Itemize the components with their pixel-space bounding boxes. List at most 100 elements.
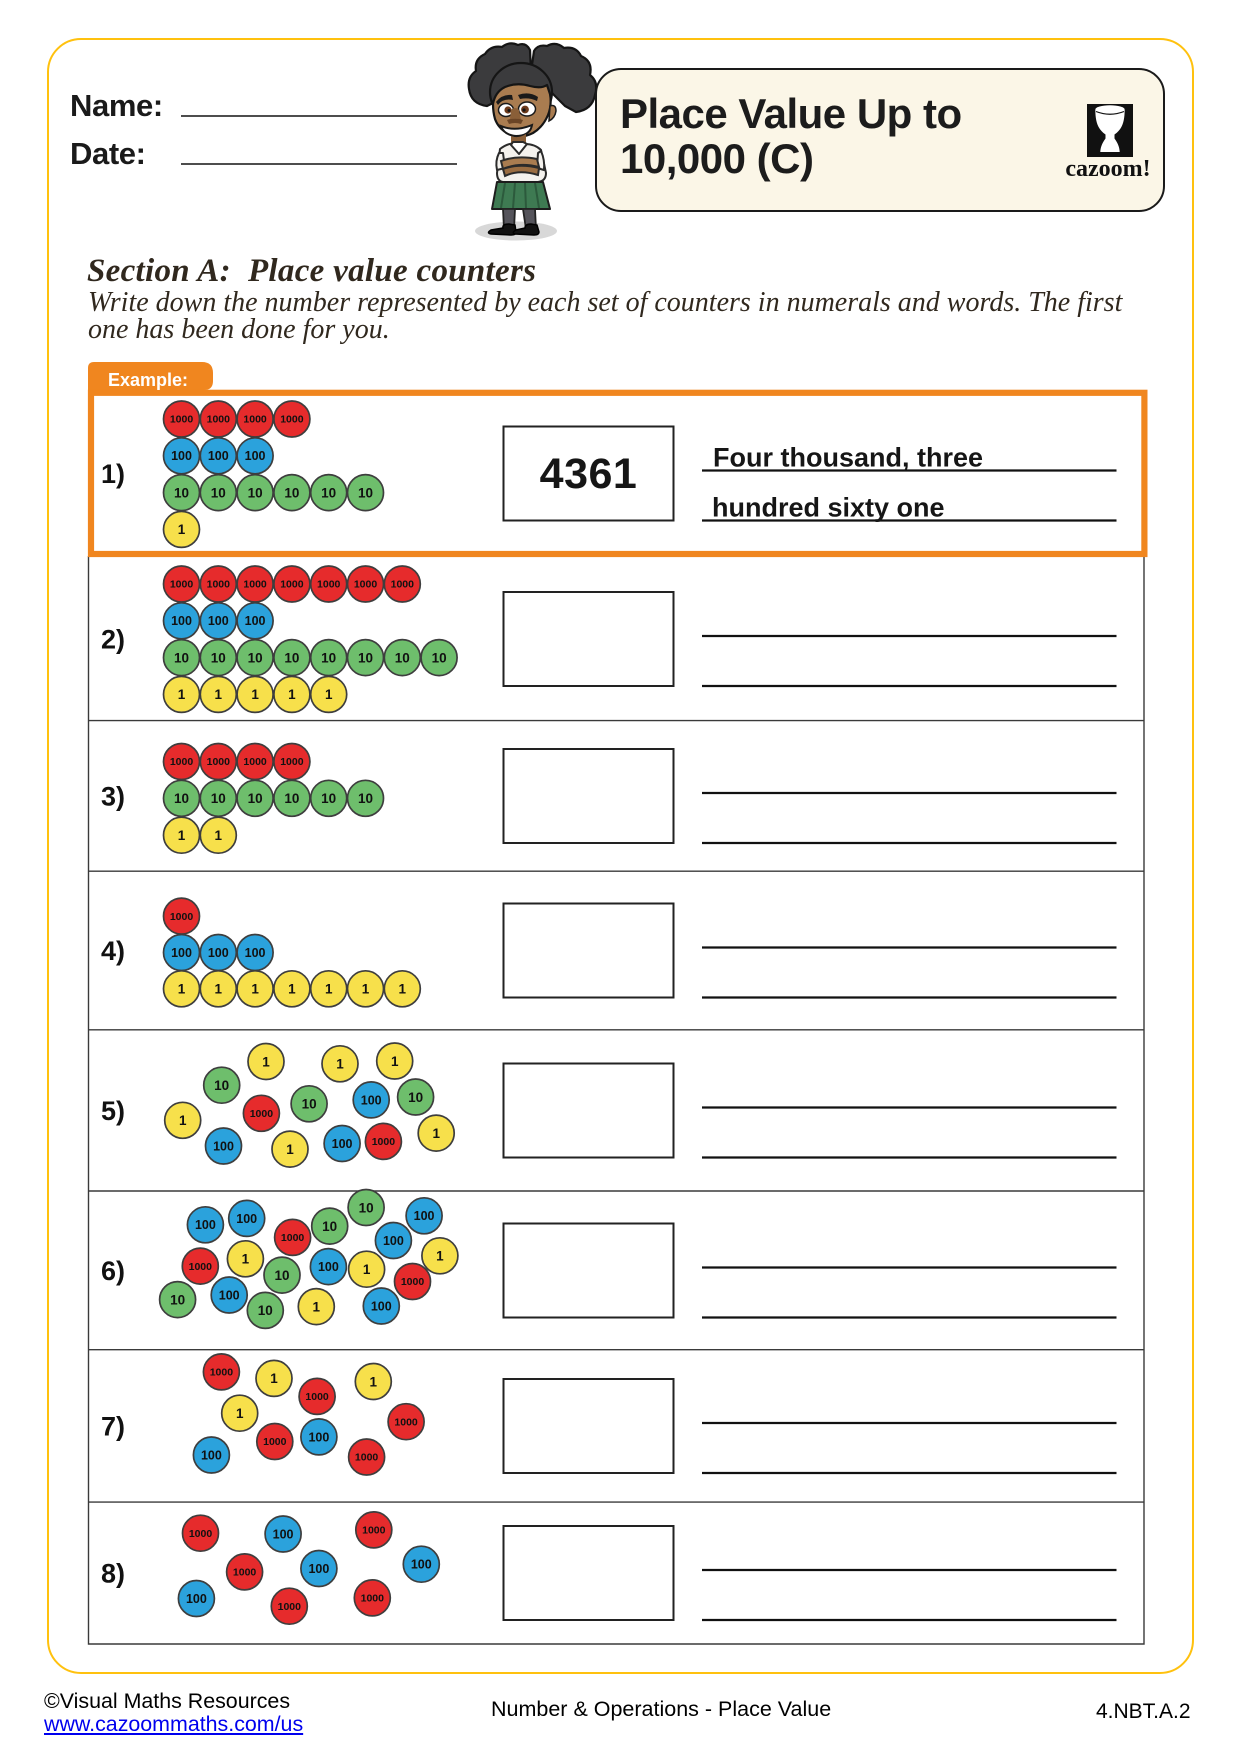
svg-text:100: 100 (201, 1448, 222, 1462)
svg-text:10: 10 (321, 485, 336, 500)
svg-text:1000: 1000 (170, 756, 194, 768)
svg-text:1000: 1000 (278, 1601, 302, 1613)
svg-text:10: 10 (214, 1078, 229, 1093)
svg-text:1: 1 (178, 828, 186, 843)
svg-text:10: 10 (408, 1090, 423, 1105)
svg-text:2): 2) (101, 625, 125, 655)
svg-text:100: 100 (186, 1592, 207, 1606)
svg-text:1000: 1000 (243, 579, 267, 591)
svg-text:10: 10 (432, 650, 447, 665)
svg-text:10: 10 (395, 650, 410, 665)
svg-text:1: 1 (178, 982, 186, 997)
svg-text:1: 1 (325, 982, 333, 997)
svg-text:10: 10 (284, 650, 299, 665)
svg-text:1: 1 (286, 1142, 294, 1157)
svg-text:1: 1 (242, 1252, 250, 1267)
svg-text:100: 100 (245, 614, 266, 628)
svg-text:1000: 1000 (243, 756, 267, 768)
svg-text:1: 1 (325, 687, 333, 702)
svg-text:100: 100 (219, 1288, 240, 1302)
svg-text:1: 1 (179, 1113, 187, 1128)
svg-text:100: 100 (236, 1212, 257, 1226)
svg-text:1000: 1000 (281, 1232, 305, 1244)
svg-text:Example:: Example: (108, 370, 188, 390)
svg-text:10: 10 (359, 1200, 374, 1215)
svg-text:1000: 1000 (170, 579, 194, 591)
svg-text:1000: 1000 (305, 1391, 329, 1403)
svg-text:1: 1 (251, 687, 259, 702)
svg-text:1000: 1000 (170, 911, 194, 923)
svg-text:10: 10 (321, 650, 336, 665)
svg-text:1000: 1000 (355, 1452, 379, 1464)
svg-text:1: 1 (288, 982, 296, 997)
svg-text:6): 6) (101, 1256, 125, 1286)
svg-text:1000: 1000 (207, 756, 231, 768)
svg-text:100: 100 (308, 1562, 329, 1576)
svg-text:1000: 1000 (280, 579, 304, 591)
svg-text:1: 1 (432, 1126, 440, 1141)
svg-text:Four thousand, three: Four thousand, three (713, 443, 983, 473)
svg-text:1000: 1000 (391, 579, 415, 591)
svg-text:100: 100 (171, 946, 192, 960)
svg-text:3): 3) (101, 782, 125, 812)
svg-text:1: 1 (436, 1249, 444, 1264)
svg-text:1000: 1000 (210, 1367, 234, 1379)
svg-text:1000: 1000 (207, 414, 231, 426)
svg-text:100: 100 (245, 449, 266, 463)
svg-text:100: 100 (332, 1137, 353, 1151)
svg-text:100: 100 (195, 1218, 216, 1232)
svg-text:100: 100 (213, 1139, 234, 1153)
svg-text:4): 4) (101, 936, 125, 966)
svg-text:cazoom!: cazoom! (1065, 156, 1150, 180)
svg-text:1000: 1000 (280, 414, 304, 426)
svg-text:1000: 1000 (372, 1136, 396, 1148)
svg-text:10: 10 (358, 650, 373, 665)
svg-text:1: 1 (288, 687, 296, 702)
svg-text:1: 1 (236, 1406, 244, 1421)
svg-text:100: 100 (361, 1093, 382, 1107)
svg-text:1000: 1000 (362, 1525, 386, 1537)
svg-text:100: 100 (414, 1209, 435, 1223)
svg-text:10: 10 (358, 791, 373, 806)
svg-text:10: 10 (211, 650, 226, 665)
svg-text:10: 10 (258, 1303, 273, 1318)
svg-text:10: 10 (211, 485, 226, 500)
svg-text:1: 1 (313, 1299, 321, 1314)
svg-text:hundred sixty one: hundred sixty one (712, 493, 945, 523)
svg-text:10: 10 (211, 791, 226, 806)
svg-text:1: 1 (215, 687, 223, 702)
svg-text:1: 1 (336, 1057, 344, 1072)
svg-text:1: 1 (215, 982, 223, 997)
svg-text:1: 1 (178, 687, 186, 702)
svg-text:100: 100 (208, 946, 229, 960)
svg-text:10: 10 (274, 1268, 289, 1283)
svg-text:1: 1 (391, 1054, 399, 1069)
svg-text:1000: 1000 (317, 579, 341, 591)
svg-text:100: 100 (383, 1234, 404, 1248)
svg-text:1000: 1000 (250, 1108, 274, 1120)
svg-text:100: 100 (273, 1527, 294, 1541)
svg-text:10: 10 (174, 650, 189, 665)
svg-text:1000: 1000 (263, 1436, 287, 1448)
svg-text:1: 1 (370, 1374, 378, 1389)
svg-text:100: 100 (208, 614, 229, 628)
svg-text:100: 100 (171, 614, 192, 628)
svg-text:100: 100 (171, 449, 192, 463)
svg-text:1: 1 (215, 828, 223, 843)
svg-text:10: 10 (302, 1097, 317, 1112)
svg-text:10: 10 (170, 1292, 185, 1307)
svg-text:1000: 1000 (280, 756, 304, 768)
svg-text:10: 10 (284, 485, 299, 500)
svg-text:1000: 1000 (243, 414, 267, 426)
svg-text:100: 100 (411, 1558, 432, 1572)
svg-text:1000: 1000 (401, 1276, 425, 1288)
svg-text:4361: 4361 (540, 450, 638, 498)
svg-text:1000: 1000 (207, 579, 231, 591)
svg-text:1000: 1000 (361, 1593, 385, 1605)
svg-text:1: 1 (251, 982, 259, 997)
svg-text:1): 1) (101, 459, 125, 489)
svg-text:100: 100 (318, 1260, 339, 1274)
svg-text:10: 10 (321, 791, 336, 806)
svg-text:1000: 1000 (189, 1261, 213, 1273)
svg-text:100: 100 (308, 1430, 329, 1444)
